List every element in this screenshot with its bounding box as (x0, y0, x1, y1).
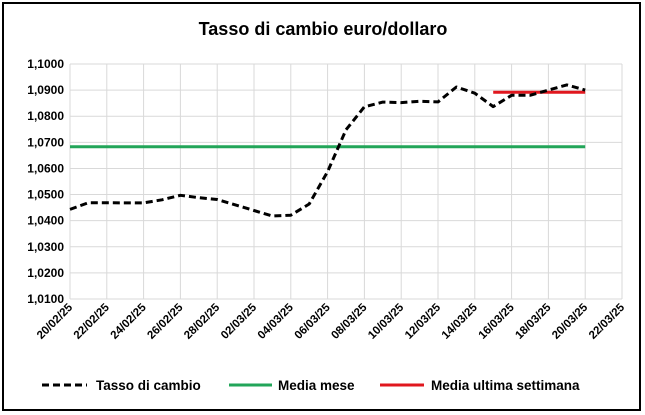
x-tick-label: 04/03/25 (256, 301, 297, 342)
x-tick-label: 22/02/25 (72, 301, 113, 342)
legend-label-tasso: Tasso di cambio (96, 378, 201, 393)
x-tick-label: 20/03/25 (550, 301, 591, 342)
y-tick-label: 1,0700 (27, 135, 64, 149)
x-tick-label: 14/03/25 (440, 301, 481, 342)
x-tick-label: 12/03/25 (403, 301, 444, 342)
x-tick-label: 08/03/25 (329, 301, 370, 342)
exchange-rate-chart: Tasso di cambio euro/dollaro 1,0100 1,020… (27, 19, 628, 393)
x-tick-label: 06/03/25 (293, 301, 334, 342)
y-tick-label: 1,0300 (27, 240, 64, 254)
x-tick-label: 24/02/25 (109, 301, 150, 342)
y-tick-label: 1,0400 (27, 214, 64, 228)
series-line-0 (69, 83, 586, 218)
y-tick-label: 1,0500 (27, 188, 64, 202)
chart-title: Tasso di cambio euro/dollaro (199, 19, 448, 39)
x-tick-label: 18/03/25 (513, 301, 554, 342)
x-tick-label: 28/02/25 (182, 301, 223, 342)
x-tick-label: 16/03/25 (477, 301, 518, 342)
grid (69, 63, 623, 300)
legend-label-media-settimana: Media ultima settimana (431, 378, 580, 393)
y-tick-label: 1,0100 (27, 292, 64, 306)
chart-frame: Tasso di cambio euro/dollaro 1,0100 1,020… (2, 2, 641, 411)
x-axis-ticks: 20/02/2522/02/2524/02/2526/02/2528/02/25… (35, 301, 628, 342)
x-tick-label: 20/02/25 (35, 301, 76, 342)
x-tick-label: 26/02/25 (145, 301, 186, 342)
x-tick-label: 22/03/25 (587, 301, 628, 342)
x-tick-label: 02/03/25 (219, 301, 260, 342)
legend-label-media-mese: Media mese (278, 378, 355, 393)
x-tick-label: 10/03/25 (366, 301, 407, 342)
y-axis-ticks: 1,0100 1,0200 1,0300 1,0400 1,0500 1,0600 1,07… (27, 57, 64, 306)
series-lines (69, 83, 586, 218)
legend: Tasso di cambio Media mese Media ultima … (42, 378, 580, 393)
y-tick-label: 1,0800 (27, 109, 64, 123)
y-tick-label: 1,0900 (27, 83, 64, 97)
y-tick-label: 1,0600 (27, 161, 64, 175)
y-tick-label: 1,1000 (27, 57, 64, 71)
y-tick-label: 1,0200 (27, 266, 64, 280)
